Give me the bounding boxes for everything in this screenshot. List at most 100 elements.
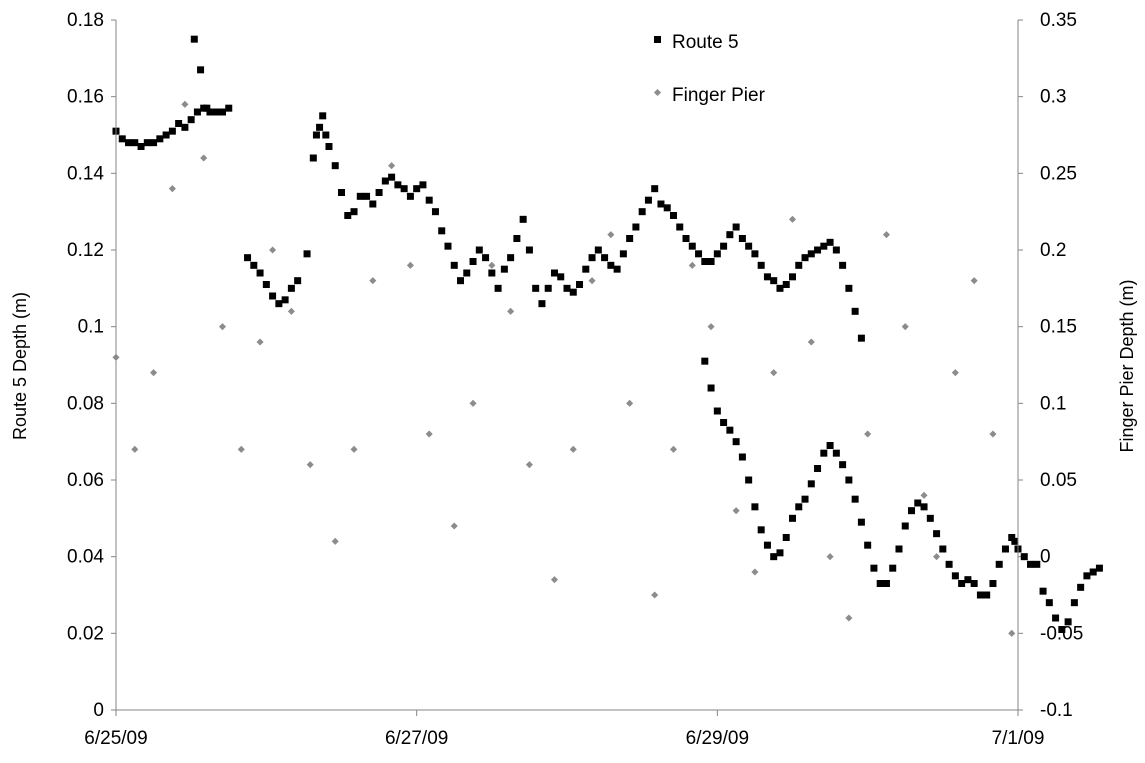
y-right-tick-label: 0 <box>1040 547 1051 568</box>
finger-pier-point <box>269 246 277 254</box>
route5-point <box>175 120 183 127</box>
route5-point <box>532 284 540 292</box>
y-left-tick-label: 0.14 <box>67 163 104 184</box>
finger-pier-point <box>237 445 245 453</box>
y-left-tick-label: 0.04 <box>67 547 104 568</box>
route5-point <box>763 541 771 549</box>
route5-point <box>316 123 324 131</box>
finger-pier-point <box>788 215 797 223</box>
finger-pier-point <box>488 261 496 269</box>
route5-point <box>206 108 214 116</box>
route5-point <box>776 549 784 557</box>
route5-point <box>626 235 634 242</box>
route5-point <box>757 261 765 269</box>
finger-pier-point <box>732 507 740 515</box>
route5-point <box>394 181 402 189</box>
route5-point <box>431 208 439 216</box>
finger-pier-point <box>350 445 358 453</box>
route5-point <box>701 258 709 265</box>
route5-point <box>576 281 584 288</box>
route5-point <box>789 273 796 281</box>
finger-pier-point <box>150 369 158 377</box>
route5-point <box>356 192 364 200</box>
finger-pier-point <box>626 399 634 407</box>
route5-point <box>538 300 546 308</box>
route5-point <box>895 545 903 553</box>
route5-point <box>857 334 865 342</box>
route5-point <box>820 242 828 250</box>
route5-point <box>826 238 834 246</box>
route5-point <box>901 522 909 530</box>
route5-point <box>1008 534 1016 541</box>
route5-point <box>882 580 890 587</box>
route5-point <box>688 242 696 250</box>
route5-point <box>707 384 715 392</box>
route5-point <box>814 246 822 254</box>
route5-point <box>619 250 627 258</box>
route5-point <box>669 212 677 219</box>
route5-point <box>197 66 205 74</box>
y-right-tick-label: 0.1 <box>1040 393 1066 414</box>
route5-point <box>845 476 853 484</box>
route5-point <box>933 530 941 538</box>
route5-point <box>469 258 477 265</box>
finger-pier-point <box>651 591 659 599</box>
route5-point <box>908 507 916 515</box>
route5-point <box>807 480 815 488</box>
route5-point <box>613 265 621 273</box>
finger-pier-point <box>218 323 227 331</box>
route5-point <box>519 215 527 223</box>
route5-point <box>851 495 859 503</box>
route5-point <box>964 576 972 584</box>
route5-point <box>381 177 389 185</box>
route5-point <box>557 273 565 281</box>
route5-point <box>601 254 609 262</box>
route5-point <box>864 541 872 549</box>
route5-point <box>926 514 934 522</box>
y-right-tick-label: 0.15 <box>1040 317 1077 338</box>
route5-point <box>939 545 947 553</box>
finger-pier-point <box>826 553 834 561</box>
route5-point <box>1027 560 1035 568</box>
route5-point <box>1011 537 1019 545</box>
finger-pier-point <box>569 445 577 453</box>
finger-pier-point <box>425 430 433 438</box>
route5-point <box>325 143 333 150</box>
route5-point <box>331 162 339 170</box>
route5-point <box>738 235 746 242</box>
finger-pier-point <box>550 576 559 584</box>
route5-point <box>375 189 383 196</box>
finger-pier-point <box>256 338 264 346</box>
finger-pier-point <box>864 430 872 438</box>
route5-point <box>839 461 847 469</box>
route5-point <box>651 185 659 193</box>
finger-pier-point <box>970 277 978 285</box>
finger-pier-point <box>507 307 515 315</box>
legend-label-route5: Route 5 <box>672 32 739 53</box>
finger-pier-point <box>901 323 909 331</box>
route5-point <box>287 284 295 292</box>
finger-pier-point <box>450 522 458 530</box>
route5-point <box>820 449 828 457</box>
finger-pier-point <box>369 277 377 285</box>
y-left-tick-label: 0.06 <box>67 470 104 491</box>
route5-point <box>958 580 966 587</box>
route5-point <box>244 254 252 262</box>
route5-point <box>187 116 195 124</box>
finger-pier-point <box>200 154 208 162</box>
route5-point <box>225 104 233 112</box>
route5-point <box>137 143 145 150</box>
y-left-tick-label: 0.16 <box>67 87 104 108</box>
finger-pier-point <box>770 369 778 377</box>
x-tick-label: 6/29/09 <box>686 728 749 749</box>
finger-pier-point <box>989 430 997 438</box>
route5-point <box>983 591 991 599</box>
y-left-tick-label: 0 <box>93 700 104 721</box>
route5-point <box>388 173 396 181</box>
y-right-tick-label: -0.05 <box>1040 623 1083 644</box>
route5-point <box>1045 599 1053 607</box>
route5-point <box>413 185 421 193</box>
route5-point <box>218 108 226 116</box>
route5-point <box>494 284 502 292</box>
